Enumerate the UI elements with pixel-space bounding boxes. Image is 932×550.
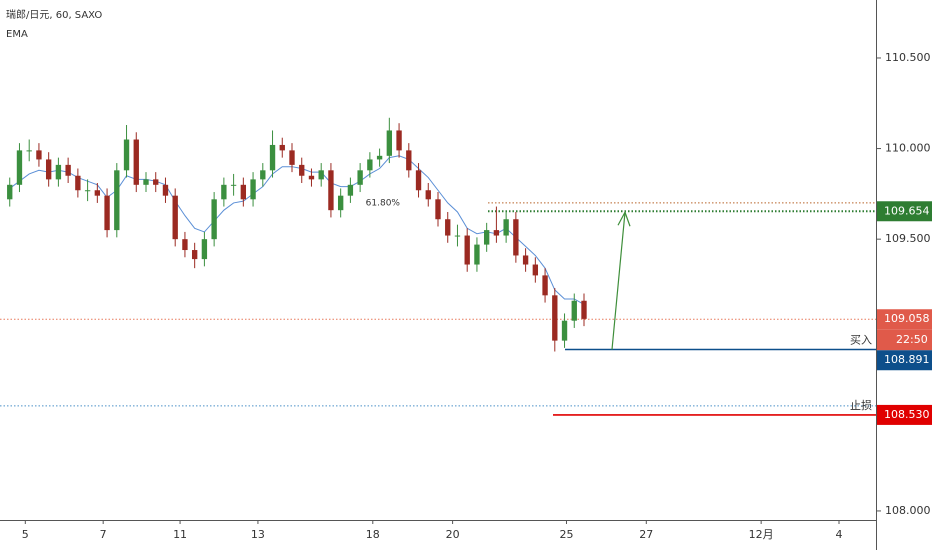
x-tick-label: 25	[559, 528, 573, 541]
candle-body	[65, 164, 71, 176]
candle-body	[104, 195, 110, 231]
candle-body	[522, 255, 529, 265]
candle-body	[435, 199, 441, 220]
candle-body	[230, 184, 237, 186]
price-box-label: 109.058	[884, 312, 930, 325]
x-tick-label: 4	[836, 528, 843, 541]
x-tick-label: 27	[639, 528, 653, 541]
x-tick-label: 13	[251, 528, 265, 541]
price-box-label: 108.891	[884, 353, 930, 366]
arrow-head	[617, 210, 631, 227]
candle-body	[376, 155, 383, 160]
level-note: 买入	[850, 334, 872, 347]
time-box	[877, 329, 932, 351]
candle-body	[483, 230, 490, 245]
candle-body	[75, 175, 81, 191]
candle-body	[162, 184, 169, 196]
candle-body	[386, 130, 393, 156]
candle-body	[191, 250, 198, 260]
candle-body	[94, 190, 101, 196]
candle-body	[347, 184, 354, 196]
candle-body	[425, 190, 431, 200]
x-tick-label: 7	[100, 528, 107, 541]
candle-body	[367, 159, 373, 171]
level-note: 61.80%	[366, 198, 401, 208]
candle-body	[415, 170, 422, 191]
arrow-shaft	[611, 212, 626, 350]
candle-body	[133, 139, 139, 185]
candle-body	[445, 219, 451, 236]
candle-body	[318, 170, 324, 180]
y-tick-label: 109.500	[885, 232, 931, 245]
x-tick-label: 18	[366, 528, 380, 541]
candle-body	[240, 184, 247, 200]
candle-body	[26, 150, 32, 152]
price-box	[877, 201, 932, 222]
candle-body	[221, 184, 227, 200]
candle-body	[474, 244, 480, 265]
x-tick-label: 20	[446, 528, 460, 541]
candle-body	[337, 195, 344, 211]
candle-body	[279, 144, 285, 151]
candle-body	[454, 235, 461, 237]
candle-body	[211, 199, 217, 240]
candle-body	[123, 139, 130, 171]
candle-body	[143, 179, 149, 185]
candle-body	[289, 150, 295, 165]
candle-body	[503, 219, 509, 236]
candle-body	[396, 130, 402, 151]
x-tick-label: 12月	[749, 528, 774, 541]
candle-body	[561, 320, 568, 341]
candle-body	[36, 150, 42, 160]
candle-body	[55, 164, 62, 180]
price-box	[877, 309, 932, 330]
level-note: 止损	[850, 398, 872, 412]
price-box-label: 108.530	[884, 408, 930, 421]
x-tick-label: 11	[173, 528, 187, 541]
candle-body	[269, 144, 276, 171]
y-tick-label: 110.500	[885, 51, 931, 64]
candle-body	[16, 150, 23, 185]
x-tick-label: 5	[22, 528, 29, 541]
candle-body	[260, 170, 266, 180]
candle-body	[464, 235, 470, 265]
price-box	[877, 350, 932, 371]
candle-body	[153, 179, 159, 185]
candle-body	[45, 159, 52, 180]
chart-title: 瑞郎/日元, 60, SAXO	[6, 8, 102, 21]
candle-body	[328, 170, 334, 211]
candle-body	[552, 295, 558, 341]
y-tick-label: 108.000	[885, 504, 931, 517]
candle-body	[250, 179, 256, 200]
candle-body	[406, 150, 412, 171]
candle-body	[114, 170, 120, 231]
candle-body	[201, 239, 208, 260]
candle-body	[172, 195, 178, 240]
candle-body	[542, 275, 548, 296]
candle-body	[84, 190, 91, 192]
candle-body	[7, 184, 13, 200]
candle-body	[493, 230, 500, 236]
candle-body	[513, 219, 519, 256]
candle-body	[581, 300, 587, 319]
candle-body	[182, 239, 188, 251]
candle-body	[357, 170, 363, 185]
candle-body	[308, 175, 315, 180]
y-tick-label: 110.000	[885, 142, 931, 155]
candle-body	[532, 264, 539, 276]
candle-body	[571, 300, 577, 321]
indicator-label: EMA	[6, 29, 28, 40]
price-box-label: 109.654	[884, 204, 930, 217]
candle-body	[299, 164, 305, 176]
time-box-label: 22:50	[896, 333, 928, 346]
price-box	[877, 404, 932, 425]
